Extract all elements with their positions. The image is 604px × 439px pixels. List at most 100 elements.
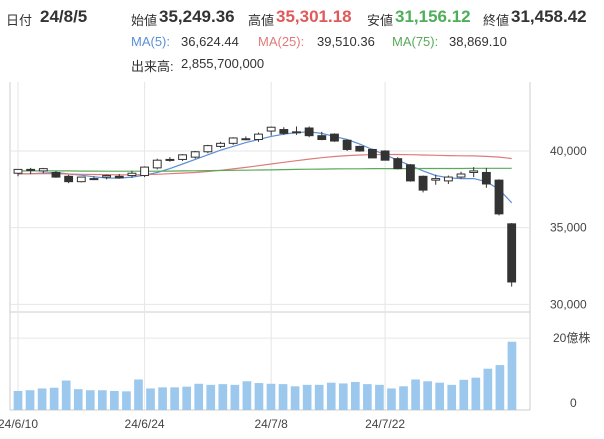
ma5-label: MA(5): bbox=[131, 34, 170, 49]
volume-bar bbox=[61, 380, 71, 410]
candle-body bbox=[393, 158, 403, 170]
volume-bar bbox=[242, 381, 252, 410]
time-tick-label: 24/7/22 bbox=[365, 417, 405, 431]
volume-bar bbox=[495, 365, 505, 410]
candle-body bbox=[380, 150, 390, 161]
candle-body bbox=[51, 171, 61, 178]
chart-header: 日付 24/8/5 始値 35,249.36 高値 35,301.18 安値 3… bbox=[0, 0, 604, 80]
volume-bar bbox=[363, 384, 372, 410]
candle-body bbox=[418, 175, 428, 191]
candle-body bbox=[13, 168, 23, 174]
candle-body bbox=[64, 175, 74, 183]
volume-bar bbox=[483, 368, 493, 410]
volume-bar bbox=[85, 390, 95, 410]
candle-body bbox=[368, 148, 377, 159]
candle-body bbox=[114, 175, 124, 179]
candle-body bbox=[127, 172, 137, 177]
volume-bar bbox=[97, 390, 107, 410]
candle-body bbox=[431, 178, 441, 181]
ma-line-ma75 bbox=[18, 167, 512, 172]
candle-body bbox=[216, 142, 225, 147]
date-label: 日付 bbox=[6, 13, 33, 28]
candle-body bbox=[38, 168, 48, 172]
candle-body bbox=[76, 176, 86, 183]
volume-tick-label: 20億株 bbox=[553, 330, 590, 345]
candle-body bbox=[317, 135, 327, 141]
close-label: 終値 bbox=[483, 13, 510, 28]
open-value: 35,249.36 bbox=[159, 7, 235, 26]
ma-line-ma25 bbox=[17, 153, 512, 176]
volume-bar bbox=[338, 383, 348, 410]
volume-bar bbox=[314, 384, 324, 410]
candle-body bbox=[266, 126, 276, 132]
volume-bar bbox=[411, 379, 420, 410]
volume-bar bbox=[254, 383, 264, 410]
candle-body bbox=[254, 133, 263, 140]
candle-body bbox=[292, 131, 301, 134]
volume-bar bbox=[122, 391, 131, 410]
price-tick-label: 35,000 bbox=[550, 221, 587, 235]
volume-bar bbox=[459, 379, 469, 410]
candle-body bbox=[443, 176, 453, 182]
volume-bar bbox=[278, 384, 288, 410]
ma5-value: 36,624.44 bbox=[181, 34, 239, 49]
ma25-label: MA(25): bbox=[258, 34, 305, 49]
candle-body bbox=[178, 154, 187, 160]
candle-body bbox=[279, 129, 289, 134]
candle-body bbox=[165, 158, 175, 161]
volume-bar bbox=[206, 384, 216, 410]
candle-body bbox=[469, 170, 479, 173]
volume-bar bbox=[290, 386, 300, 410]
volume-bar bbox=[37, 388, 47, 410]
volume-bar bbox=[423, 381, 432, 410]
time-tick-label: 24/6/10 bbox=[0, 417, 38, 431]
ma-line-ma5 bbox=[17, 131, 513, 204]
high-label: 高値 bbox=[248, 13, 275, 28]
candle-body bbox=[342, 139, 352, 150]
volume-bar bbox=[110, 390, 119, 410]
candle-body bbox=[152, 159, 162, 169]
low-label: 安値 bbox=[367, 13, 394, 28]
volume-bar bbox=[158, 387, 167, 410]
volume-bar bbox=[146, 388, 155, 410]
volume-bar bbox=[435, 382, 445, 410]
volume-bar bbox=[218, 384, 228, 410]
candle-body bbox=[405, 164, 415, 182]
volume-bar bbox=[375, 384, 384, 410]
candle-body bbox=[26, 168, 36, 171]
volume-bar bbox=[134, 379, 143, 410]
volume-bar bbox=[447, 384, 457, 410]
high-value: 35,301.18 bbox=[276, 7, 352, 26]
candle-body bbox=[190, 151, 200, 158]
low-value: 31,156.12 bbox=[395, 7, 471, 26]
candle-body bbox=[304, 127, 314, 137]
volume-bar bbox=[230, 384, 240, 410]
ma25-value: 39,510.36 bbox=[317, 34, 375, 49]
candle-body bbox=[140, 166, 150, 177]
open-label: 始値 bbox=[131, 13, 158, 28]
ma75-value: 38,869.10 bbox=[449, 34, 507, 49]
volume-bar bbox=[302, 384, 312, 410]
ma75-label: MA(75): bbox=[392, 34, 439, 49]
candle-body bbox=[494, 179, 504, 215]
volume-value: 2,855,700,000 bbox=[181, 56, 265, 71]
volume-bar bbox=[471, 377, 481, 410]
volume-bar bbox=[73, 389, 83, 410]
volume-bar bbox=[170, 387, 179, 410]
volume-bar bbox=[25, 390, 35, 410]
volume-bar bbox=[49, 387, 59, 410]
price-tick-label: 40,000 bbox=[550, 144, 587, 158]
candle-body bbox=[102, 175, 112, 178]
price-tick-label: 30,000 bbox=[550, 297, 587, 311]
volume-label: 出来高: bbox=[131, 59, 174, 74]
volume-bar bbox=[182, 386, 192, 410]
date-value: 24/8/5 bbox=[40, 7, 88, 26]
candle-body bbox=[89, 178, 99, 181]
volume-bar bbox=[326, 382, 336, 410]
volume-bar bbox=[507, 341, 517, 410]
candle-body bbox=[481, 171, 491, 185]
volume-bar bbox=[13, 390, 23, 410]
volume-bar bbox=[399, 386, 408, 410]
candle-body bbox=[330, 133, 339, 142]
